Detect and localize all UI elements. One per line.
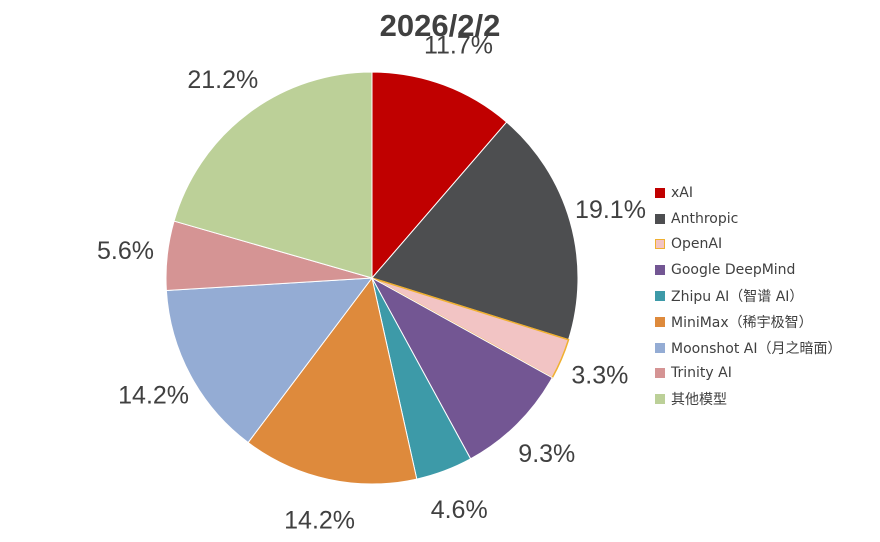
legend-swatch (655, 316, 665, 327)
legend-label: xAI (671, 184, 693, 201)
slice-label-4: 4.6% (431, 496, 488, 524)
legend-item: Moonshot AI（月之暗面） (655, 335, 841, 361)
legend: xAI Anthropic OpenAI Google DeepMind Zhipu A… (655, 180, 841, 412)
slice-label-7: 5.6% (97, 237, 154, 265)
legend-label: Google DeepMind (671, 262, 796, 279)
slice-label-8: 21.2% (187, 66, 258, 94)
legend-swatch (655, 187, 665, 198)
legend-label: Zhipu AI（智谱 AI） (671, 289, 804, 306)
legend-label: MiniMax（稀宇极智） (671, 314, 813, 331)
legend-item: Trinity AI (655, 361, 841, 387)
pie-slice-6 (165, 277, 374, 444)
chart-title: 2026/2/2 (379, 8, 501, 43)
legend-item: 其他模型 (655, 386, 841, 412)
legend-item: Zhipu AI（智谱 AI） (655, 283, 841, 309)
legend-item: MiniMax（稀宇极智） (655, 309, 841, 335)
pie-slice-1 (371, 121, 579, 341)
legend-swatch (655, 342, 665, 353)
slice-label-1: 19.1% (575, 196, 646, 224)
legend-item: xAI (655, 180, 841, 206)
legend-item: Anthropic (655, 206, 841, 232)
slice-label-6: 14.2% (118, 381, 189, 409)
legend-item: Google DeepMind (655, 257, 841, 283)
pie-slices (165, 71, 579, 485)
legend-swatch (655, 291, 665, 302)
slice-label-0: 11.7% (424, 32, 493, 60)
slice-label-2: 3.3% (571, 362, 628, 390)
legend-label: Anthropic (671, 210, 739, 227)
pie-slice-3 (370, 276, 553, 460)
pie-slice-8 (173, 71, 373, 279)
legend-swatch (655, 368, 665, 379)
pie-data-labels: 11.7% 19.1% 3.3% 9.3% 4.6% 14.2% 14.2% 5.6% 21.2… (97, 32, 646, 535)
legend-label: Moonshot AI（月之暗面） (671, 340, 842, 357)
slice-label-3: 9.3% (518, 440, 575, 468)
legend-swatch (655, 239, 665, 250)
legend-swatch (655, 265, 665, 276)
legend-label: 其他模型 (671, 392, 727, 409)
legend-label: Trinity AI (671, 365, 732, 382)
legend-label: OpenAI (671, 236, 723, 253)
slice-label-5: 14.2% (284, 506, 355, 534)
legend-swatch (655, 394, 665, 405)
pie-slice-5 (247, 276, 418, 485)
legend-swatch (655, 213, 665, 224)
pie-slice-0 (371, 71, 508, 280)
legend-item: OpenAI (655, 232, 841, 258)
